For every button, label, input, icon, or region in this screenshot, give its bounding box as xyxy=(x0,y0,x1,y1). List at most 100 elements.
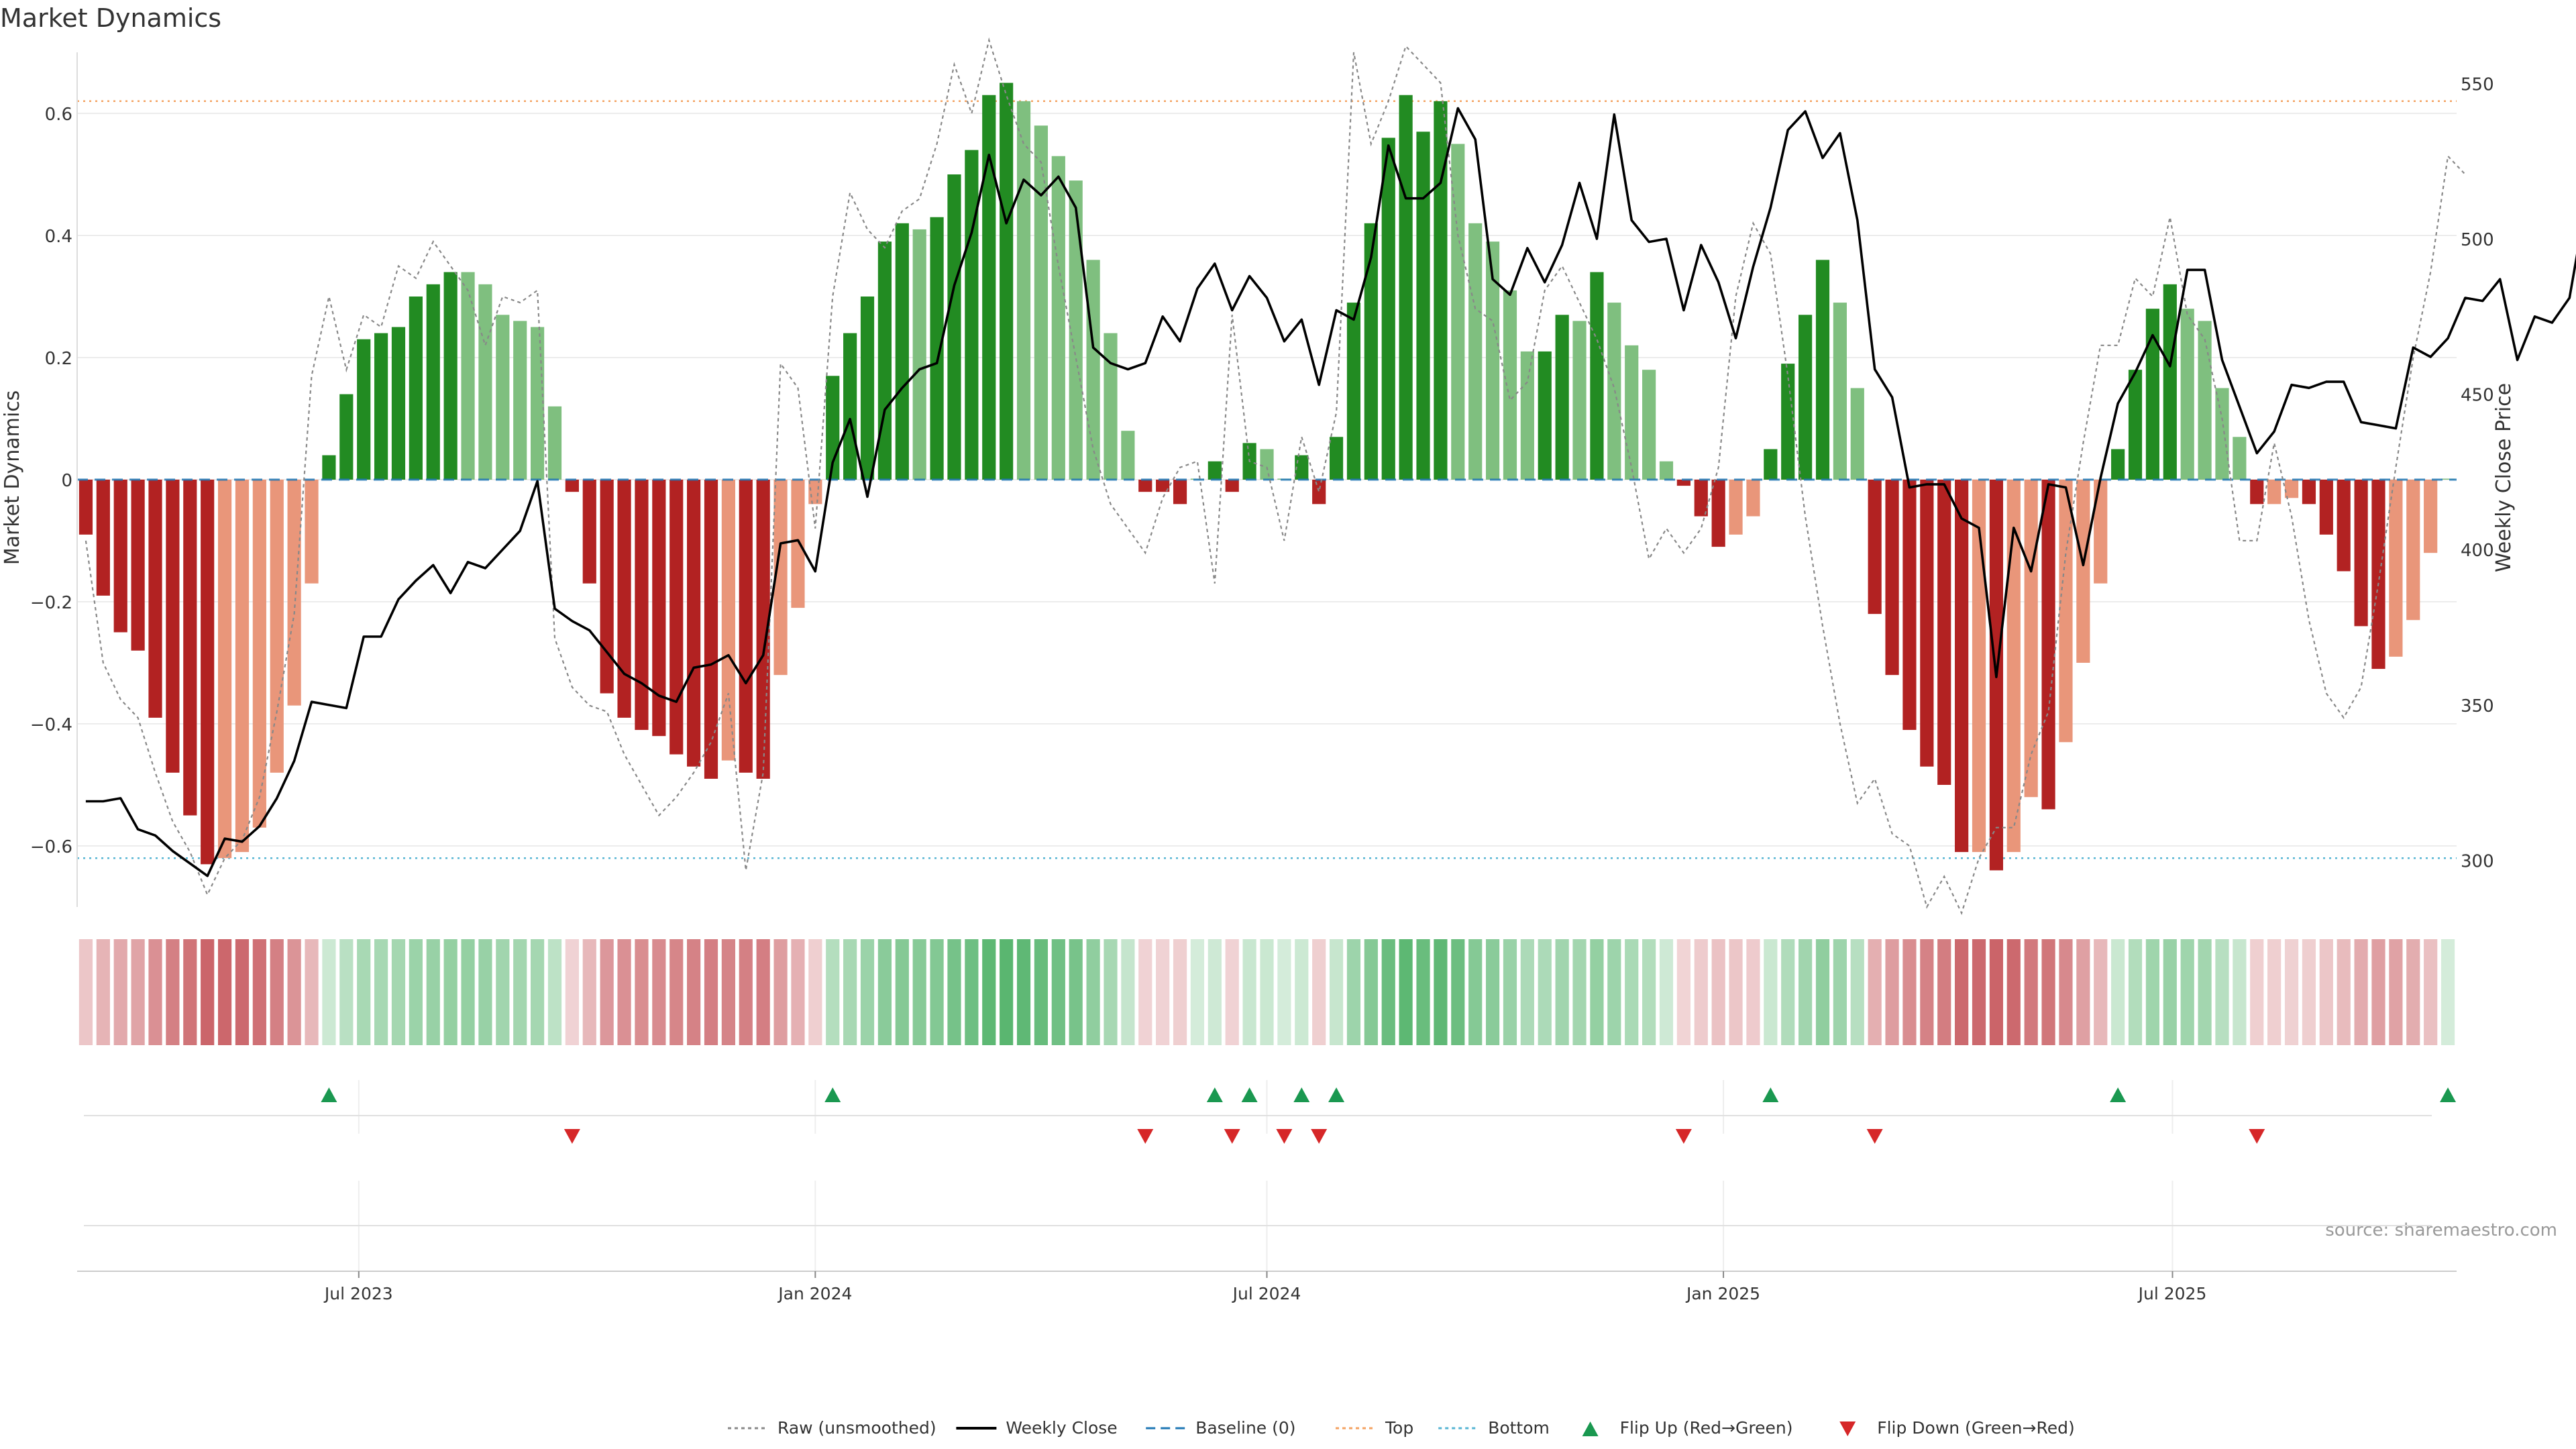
heat-cell xyxy=(1156,939,1170,1045)
md-bar xyxy=(183,480,197,816)
md-bar xyxy=(2250,480,2264,504)
heat-cell xyxy=(1277,939,1291,1045)
heat-cell xyxy=(148,939,162,1045)
heat-cell xyxy=(826,939,840,1045)
heat-cell xyxy=(1850,939,1864,1045)
flip-up-marker xyxy=(321,1087,337,1102)
md-bar xyxy=(652,480,666,737)
heat-cell xyxy=(2389,939,2403,1045)
md-bar xyxy=(461,272,475,480)
md-bar xyxy=(1381,138,1395,480)
legend-item: Baseline (0) xyxy=(1146,1418,1296,1438)
md-bar xyxy=(531,327,545,480)
md-bar xyxy=(773,480,788,676)
md-bar xyxy=(131,480,145,651)
md-bar xyxy=(1729,480,1743,535)
chart-title: Market Dynamics xyxy=(0,3,221,33)
close-layer xyxy=(85,107,2576,877)
raw-unsmoothed-line xyxy=(85,37,2466,916)
md-bar xyxy=(374,333,388,480)
md-bar xyxy=(1555,315,1569,480)
y-tick-label: 0.2 xyxy=(45,349,72,369)
md-bar xyxy=(148,480,162,718)
heat-cell xyxy=(1468,939,1483,1045)
heat-cell xyxy=(443,939,458,1045)
md-bar xyxy=(2111,449,2125,480)
y-tick-label: −0.6 xyxy=(30,837,72,857)
y-tick-label: 0.6 xyxy=(45,105,72,125)
md-bar xyxy=(1815,260,1830,480)
heat-cell xyxy=(2424,939,2438,1045)
heat-cell xyxy=(652,939,666,1045)
y2-tick-label: 350 xyxy=(2461,696,2494,716)
md-bar xyxy=(2406,480,2420,621)
heat-cell xyxy=(1572,939,1587,1045)
md-bar xyxy=(2041,480,2055,810)
heat-cell xyxy=(1260,939,1274,1045)
md-bar xyxy=(1364,223,1378,480)
md-bar xyxy=(582,480,596,584)
md-bar xyxy=(217,480,232,859)
md-bar xyxy=(1659,461,1674,480)
flip-markers-panel xyxy=(84,1080,2457,1271)
heat-cell xyxy=(617,939,631,1045)
md-bar xyxy=(2424,480,2438,553)
heat-cell xyxy=(2076,939,2090,1045)
heat-cell xyxy=(1885,939,1899,1045)
heat-cell xyxy=(1121,939,1135,1045)
heat-cell xyxy=(2267,939,2282,1045)
heat-cell xyxy=(2059,939,2073,1045)
heat-cell xyxy=(409,939,423,1045)
y-axis-label: Market Dynamics xyxy=(1,390,24,566)
heat-cell xyxy=(1242,939,1256,1045)
md-bar xyxy=(2267,480,2282,504)
source-note: source: sharemaestro.com xyxy=(2325,1220,2557,1240)
md-bar xyxy=(1225,480,1239,492)
md-bar xyxy=(1902,480,1917,731)
x-tick-label: Jan 2025 xyxy=(1685,1284,1760,1303)
heat-cell xyxy=(1190,939,1205,1045)
md-bar xyxy=(201,480,215,865)
md-bar xyxy=(2163,284,2177,480)
flip-up-marker xyxy=(1206,1087,1223,1102)
heat-cell xyxy=(582,939,596,1045)
md-bar xyxy=(357,339,371,480)
legend-label: Weekly Close xyxy=(1006,1418,1117,1438)
heat-cell xyxy=(2406,939,2420,1045)
heat-cell xyxy=(1955,939,1969,1045)
heat-cell xyxy=(791,939,805,1045)
heat-cell xyxy=(2284,939,2299,1045)
md-bar xyxy=(2215,388,2229,480)
heat-cell xyxy=(947,939,961,1045)
y-tick-label: 0.4 xyxy=(45,227,72,247)
md-bar xyxy=(1764,449,1778,480)
heat-cell xyxy=(1972,939,1986,1045)
heat-cell xyxy=(131,939,145,1045)
md-bar xyxy=(1329,437,1344,480)
md-bar xyxy=(2024,480,2038,798)
heat-cell xyxy=(1034,939,1049,1045)
raw-layer xyxy=(85,37,2466,916)
heat-cell xyxy=(1920,939,1934,1045)
md-bar xyxy=(113,480,127,633)
heat-cell xyxy=(1555,939,1569,1045)
md-bar xyxy=(2302,480,2316,504)
heat-cell xyxy=(2180,939,2194,1045)
md-bar xyxy=(843,333,857,480)
x-axis: Jul 2023 Jan 2024 Jul 2024 Jan 2025 Jul 2025 xyxy=(77,1271,2457,1303)
md-bar xyxy=(1850,388,1864,480)
heat-strip xyxy=(78,939,2455,1045)
heat-cell xyxy=(1434,939,1448,1045)
md-bar xyxy=(1069,180,1083,480)
heat-cell xyxy=(2302,939,2316,1045)
md-bar xyxy=(860,297,875,480)
md-bar xyxy=(1346,303,1361,480)
heat-cell xyxy=(1295,939,1309,1045)
legend: Raw (unsmoothed) Weekly Close Baseline (0)… xyxy=(728,1418,2075,1438)
md-bar xyxy=(2354,480,2368,627)
md-bar xyxy=(1868,480,1882,614)
md-bar xyxy=(1538,351,1552,480)
heat-cell xyxy=(2371,939,2385,1045)
legend-label: Raw (unsmoothed) xyxy=(777,1418,936,1438)
md-bar xyxy=(426,284,440,480)
